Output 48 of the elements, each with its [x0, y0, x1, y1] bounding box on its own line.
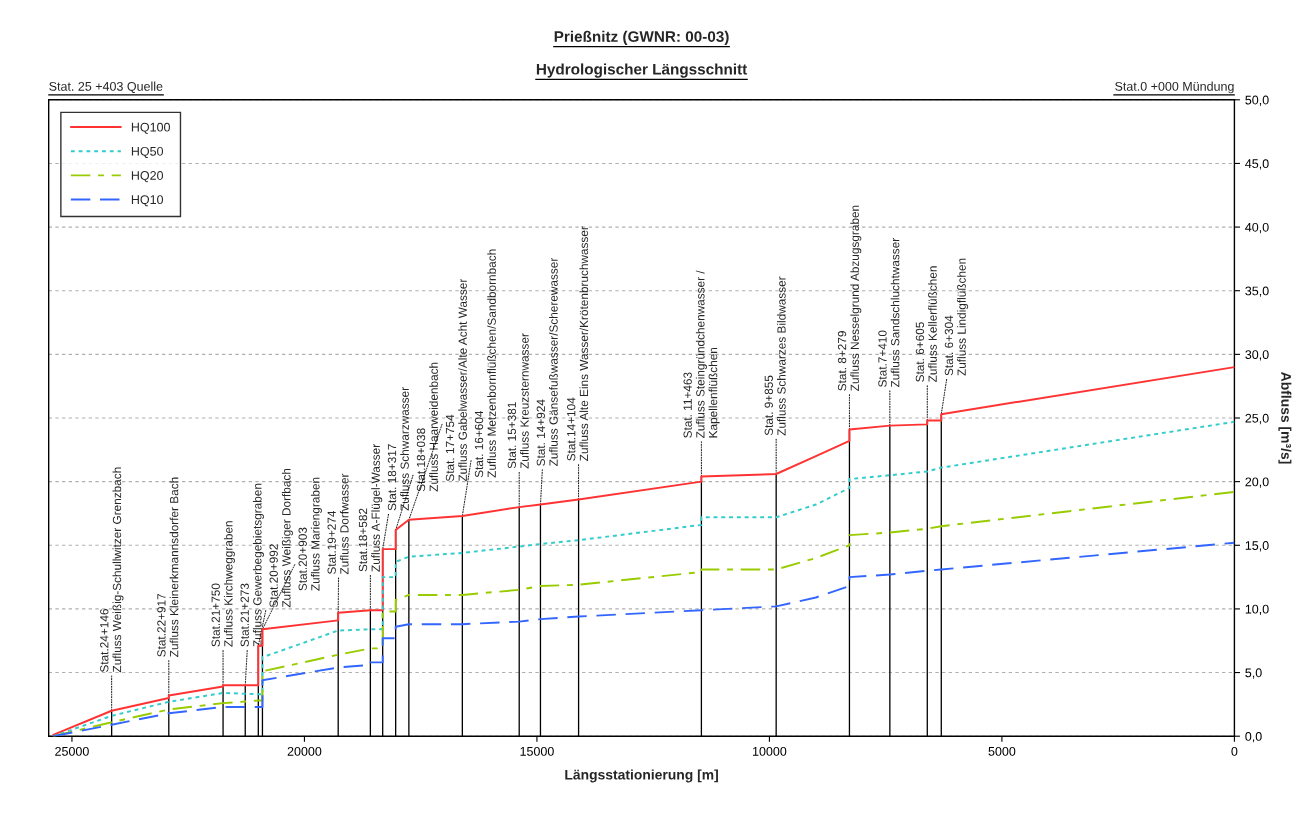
y-tick-label: 30,0: [1245, 350, 1269, 361]
chart-subtitle: Hydrologischer Längsschnitt: [536, 63, 748, 78]
text: Stat.0 +000 Mündung: [1115, 81, 1234, 94]
annotation: Stat.20+903 Zufluss Mariengraben: [298, 477, 322, 591]
x-tick-label: 25000: [55, 746, 89, 756]
legend-label: HQ100: [131, 122, 170, 134]
annotation: Stat.7+410 Zufluss Sandschluchtwasser: [878, 238, 900, 388]
y-tick-label: 50,0: [1245, 95, 1269, 106]
annotation: Stat.21+273 Zufluss Gewerbegebietsgraben: [240, 483, 264, 647]
x-tick-label: 15000: [520, 746, 554, 756]
x-tick-label: 20000: [287, 746, 322, 756]
annotation: Stat. 6+304 Zufluss Lindigflüßchen: [944, 258, 969, 376]
annotation: Stat.20+992 Zufluss Weißiger Dorfbach: [269, 468, 293, 608]
annotation: Stat. 16+604 Zufluss Metzenbornflüßchen/Sandbornbach: [474, 249, 496, 478]
x-tick-label: 5000: [988, 746, 1016, 756]
annotation: Stat. 9+855 Zufluss Schwarzes Bildwasser: [764, 276, 786, 436]
annotation: Stat.18+582 Zufluss A-Flügel-Wasser: [358, 444, 383, 572]
text: Stat. 25 +403 Quelle: [49, 81, 163, 94]
x-tick-label: 0: [1231, 746, 1238, 756]
annotation: Stat. 11+463 Zufluss Steingründchenwasser / Kapellenflüßchen: [683, 270, 720, 438]
annotation: Stat.19+274 Zufluss Dorfwasser: [327, 473, 349, 575]
x-tick-label: 10000: [753, 746, 787, 756]
annotation: Stat.14+104 Zufluss Alte Eins Wasser/Krötenbruchwasser: [567, 226, 589, 461]
y-tick-label: 15,0: [1245, 541, 1269, 552]
annotation: Stat. 8+279 Zufluss Nesselgrund Abzugsgraben: [837, 205, 862, 391]
y-tick-label: 25,0: [1245, 413, 1269, 425]
annotation: Stat.24+146 Zufluss Weißig-Schullwitzer Grenzbach: [100, 467, 124, 673]
annotation: Stat. 17+754 Zufluss Gabelwasser/Alte Acht Wasser: [445, 278, 467, 482]
y-tick-label: 40,0: [1245, 222, 1269, 234]
legend-label: HQ50: [131, 146, 164, 158]
y-tick-label: 0,0: [1245, 732, 1262, 743]
y-axis-title: Abfluss [m³/s]: [1278, 372, 1292, 464]
y-tick-label: 20,0: [1245, 477, 1269, 488]
annotation: Stat.21+750 Zufluss Kirchweggraben: [211, 521, 235, 647]
annotation: Stat.18+038 Zufluss Haarweidenbach: [416, 362, 438, 492]
legend-label: HQ10: [131, 195, 164, 207]
y-tick-label: 5,0: [1245, 668, 1262, 679]
legend-label: HQ20: [131, 171, 164, 183]
annotation: Stat. 15+381 Zufluss Kreuzsternwasser: [507, 333, 529, 469]
y-tick-label: 35,0: [1245, 286, 1269, 297]
y-tick-label: 10,0: [1245, 604, 1269, 616]
annotation: Stat. 6+605 Zufluss Kellerflüßchen: [915, 266, 937, 382]
annotation: Stat. 18+317 Zufluss Schwarzwasser: [387, 387, 409, 511]
annotation: Stat. 14+924 Zufluss Gänsefußwasser/Scherewasser: [536, 257, 558, 466]
y-tick-label: 45,0: [1245, 159, 1269, 170]
chart-title: Prießnitz (GWNR: 00-03): [554, 30, 729, 45]
x-axis-title: Längsstationierung [m]: [565, 769, 718, 783]
annotation: Stat.22+917 Zufluss Kleinerkmannsdorfer Bach: [157, 477, 179, 657]
